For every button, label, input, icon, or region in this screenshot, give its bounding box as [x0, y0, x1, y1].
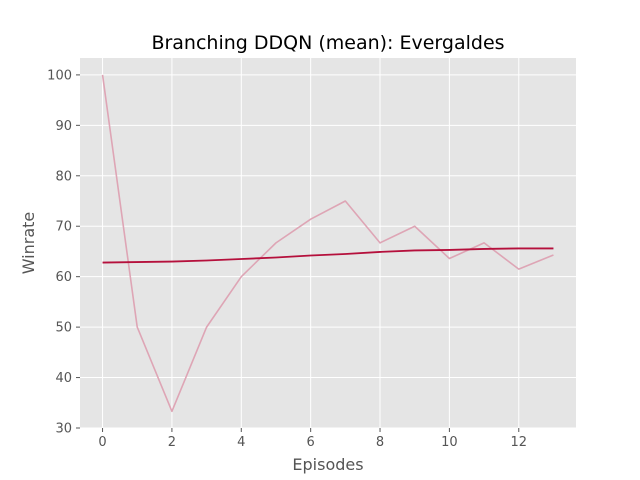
x-axis-label: Episodes — [292, 455, 363, 474]
y-tick-label: 90 — [55, 119, 72, 134]
chart-title: Branching DDQN (mean): Evergaldes — [151, 32, 504, 54]
y-tick-label: 70 — [55, 220, 72, 235]
x-tick-label: 8 — [376, 435, 384, 450]
plot-background — [80, 58, 576, 428]
ticks: 0 2 4 6 8 10 12 30 40 50 60 70 80 90 100 — [47, 68, 527, 450]
x-tick-label: 2 — [168, 435, 176, 450]
y-axis-label: Winrate — [19, 212, 38, 275]
x-tick-label: 6 — [307, 435, 315, 450]
y-tick-label: 50 — [55, 321, 72, 336]
series-line-raw — [101, 74, 554, 413]
x-tick-label: 10 — [441, 435, 458, 450]
y-tick-label: 60 — [55, 270, 72, 285]
series-layer — [101, 74, 554, 413]
y-tick-label: 30 — [55, 422, 72, 437]
x-tick-label: 0 — [98, 435, 106, 450]
x-tick-label: 12 — [510, 435, 527, 450]
series-line-mean — [102, 247, 554, 264]
y-tick-label: 80 — [55, 169, 72, 184]
y-tick-label: 40 — [55, 371, 72, 386]
y-tick-label: 100 — [47, 68, 72, 83]
x-tick-label: 4 — [237, 435, 245, 450]
